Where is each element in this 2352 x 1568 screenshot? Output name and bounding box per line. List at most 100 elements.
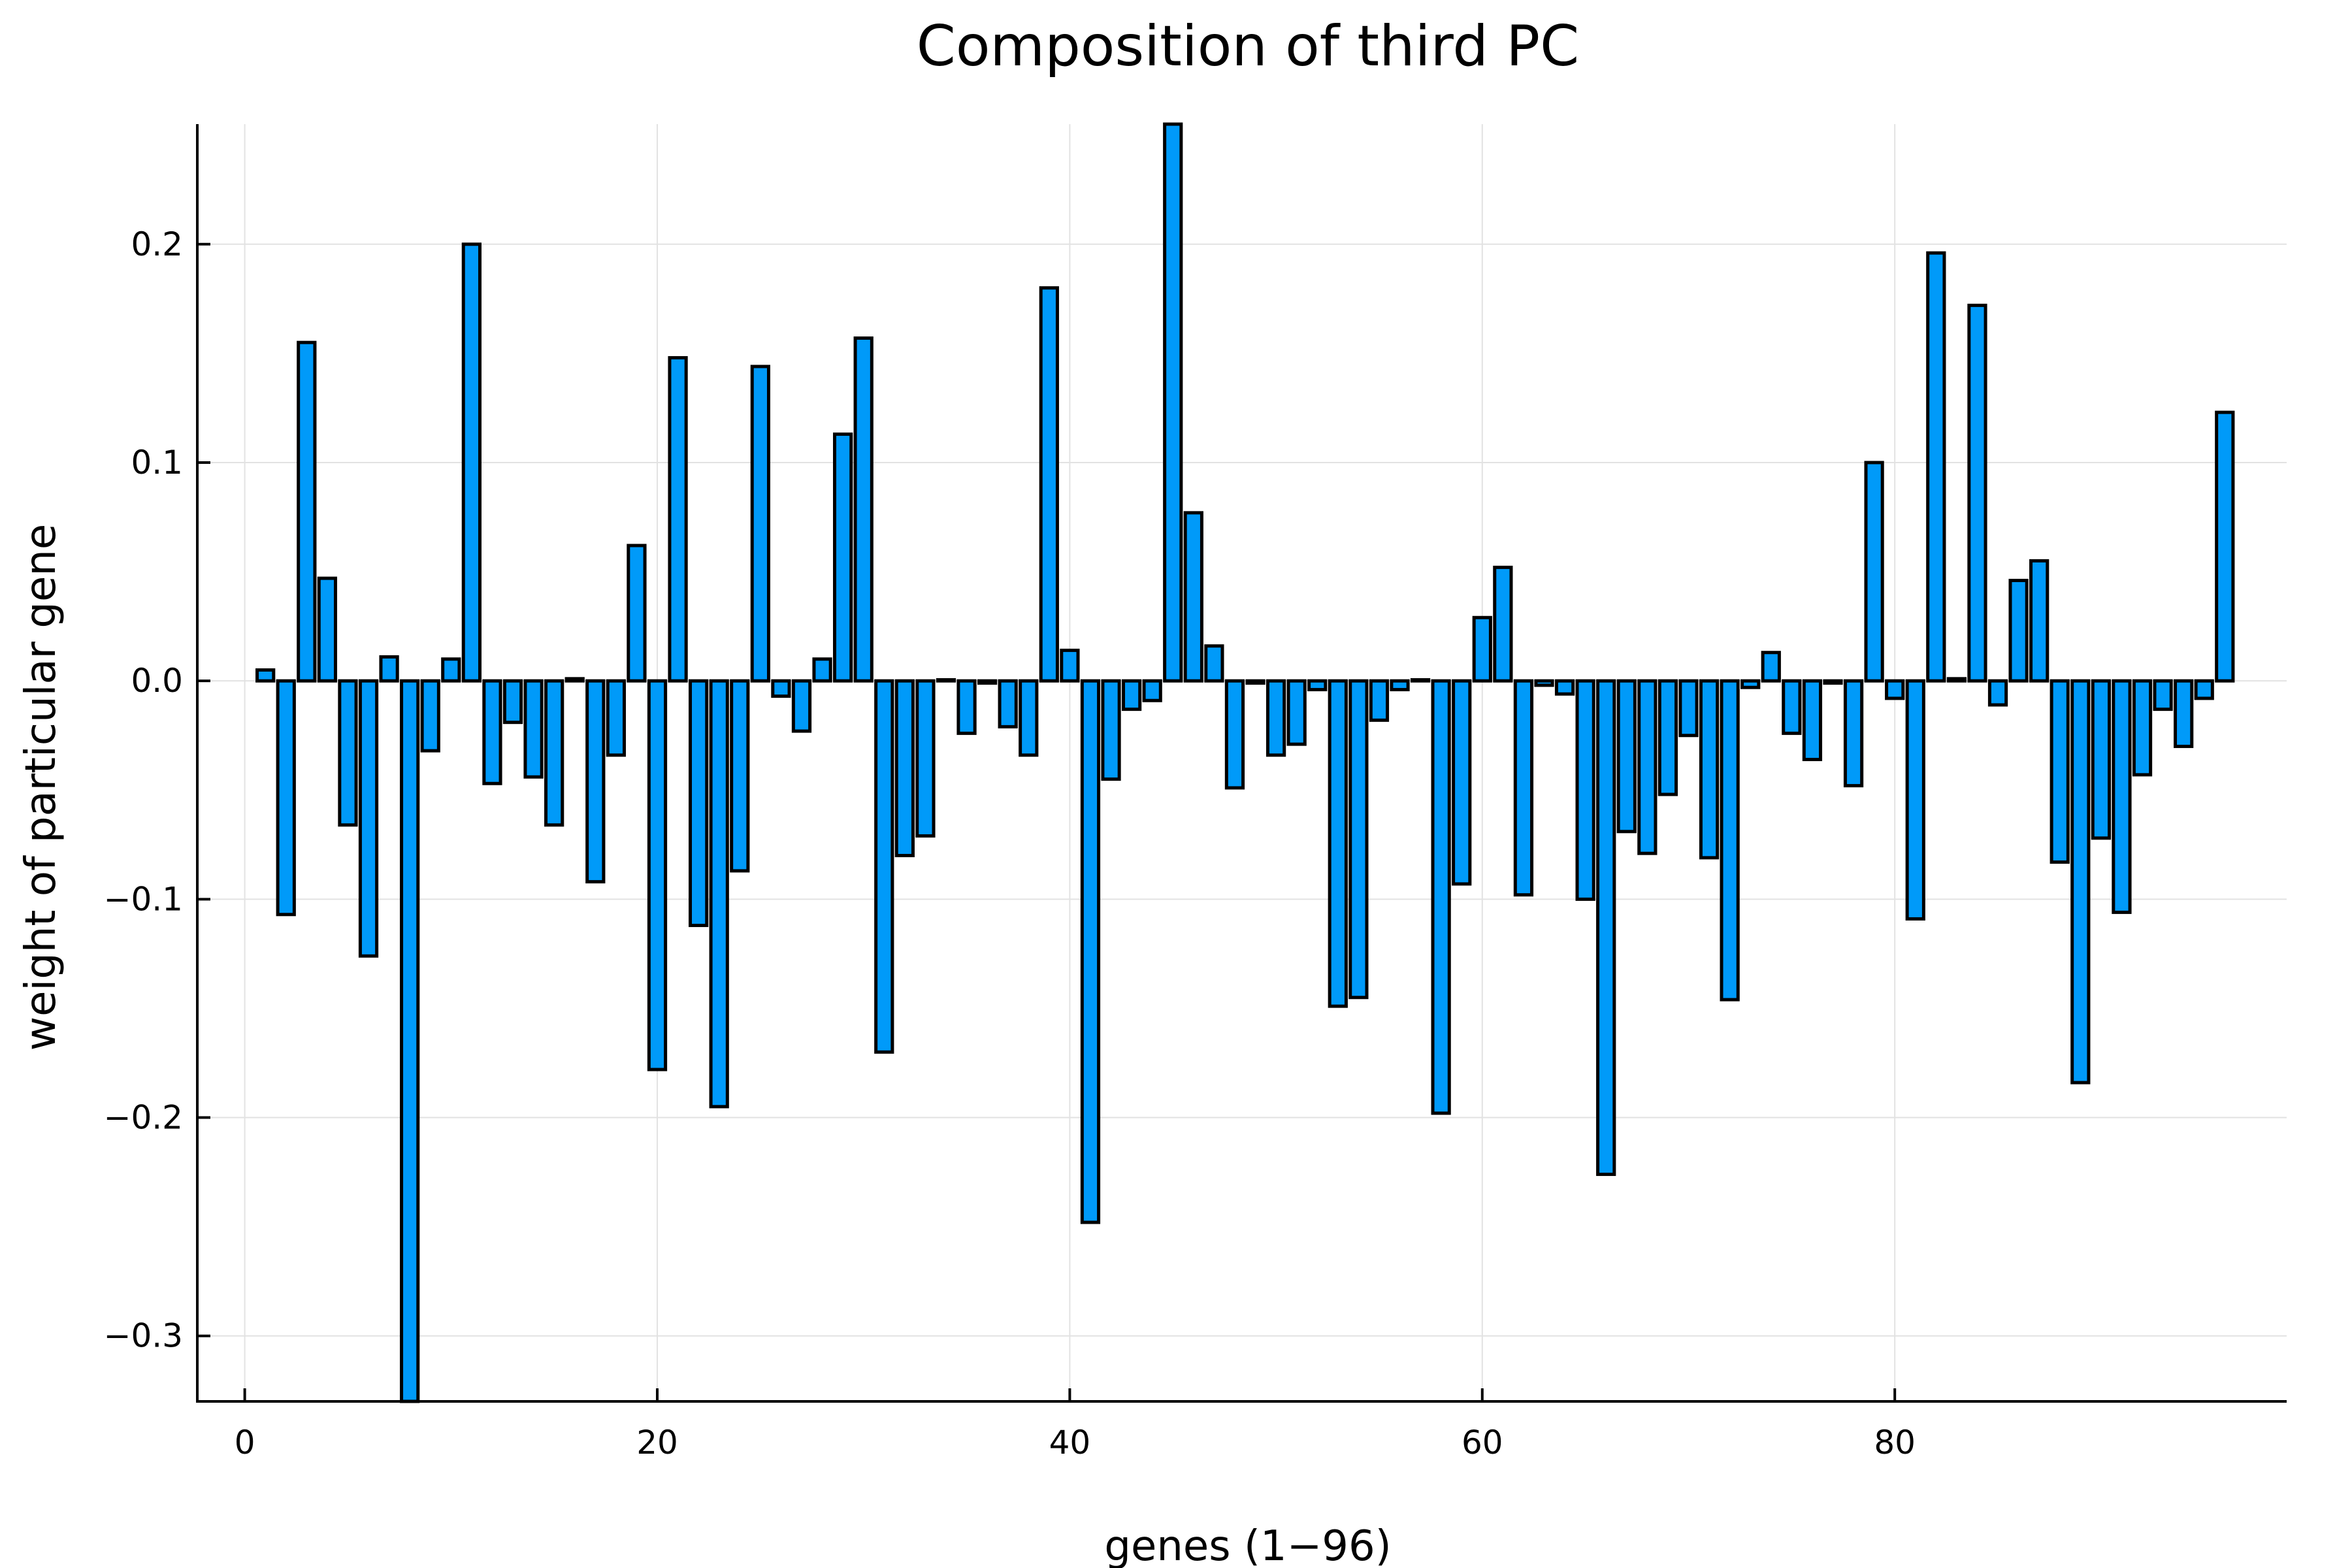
bar-gene-42 [1101, 679, 1121, 781]
bar-gene-88 [2050, 679, 2070, 864]
bar-gene-43 [1121, 679, 1142, 711]
bar-gene-68 [1637, 679, 1658, 855]
bar-gene-32 [894, 679, 915, 858]
bar-gene-31 [874, 679, 894, 1054]
bar-gene-16 [564, 677, 585, 683]
y-tick-label-0: −0.3 [104, 1317, 183, 1355]
bar-gene-26 [771, 679, 791, 698]
bar-gene-57 [1410, 678, 1431, 683]
bar-gene-49 [1245, 679, 1266, 685]
bar-gene-47 [1204, 644, 1224, 683]
bar-gene-85 [1987, 679, 2008, 707]
bar-gene-24 [730, 679, 750, 873]
bar-gene-12 [482, 679, 502, 785]
bar-gene-4 [317, 576, 338, 683]
bar-gene-61 [1493, 565, 1513, 683]
x-tick-label-1: 20 [636, 1424, 678, 1462]
bar-gene-18 [606, 679, 626, 757]
bar-gene-5 [338, 679, 358, 827]
bar-gene-52 [1307, 679, 1328, 692]
bar-gene-29 [833, 433, 853, 683]
bar-gene-80 [1885, 679, 1905, 700]
bar-gene-58 [1431, 679, 1451, 1115]
bar-gene-74 [1761, 651, 1781, 683]
bar-gene-70 [1678, 679, 1699, 738]
bar-gene-51 [1286, 679, 1307, 746]
bar-gene-92 [2132, 679, 2153, 777]
x-tick-label-3: 60 [1462, 1424, 1503, 1462]
y-tick-label-3: 0.0 [131, 662, 183, 700]
y-tick-label-5: 0.2 [131, 225, 183, 263]
bar-gene-84 [1967, 303, 1987, 683]
bar-gene-72 [1720, 679, 1740, 1002]
bar-gene-23 [709, 679, 729, 1109]
bar-gene-53 [1328, 679, 1348, 1008]
bar-gene-77 [1823, 679, 1843, 685]
bar-gene-62 [1513, 679, 1534, 897]
bar-gene-30 [853, 336, 874, 683]
bar-gene-93 [2153, 679, 2173, 711]
bar-gene-39 [1039, 286, 1059, 683]
bar-gene-11 [461, 242, 482, 683]
bar-gene-33 [915, 679, 936, 838]
bar-gene-13 [502, 679, 523, 725]
bar-gene-54 [1348, 679, 1369, 1000]
bar-gene-7 [379, 655, 399, 683]
y-tick-label-4: 0.1 [131, 444, 183, 482]
bar-gene-44 [1142, 679, 1162, 702]
bar-gene-41 [1080, 679, 1101, 1224]
bar-gene-79 [1864, 461, 1884, 683]
bar-gene-3 [297, 340, 317, 683]
bar-gene-6 [358, 679, 379, 958]
bar-gene-17 [585, 679, 606, 884]
bar-gene-35 [956, 679, 977, 735]
bar-gene-90 [2091, 679, 2112, 840]
bar-gene-75 [1782, 679, 1802, 735]
x-tick-label-4: 80 [1874, 1424, 1916, 1462]
y-axis-label: weight of particular gene [17, 524, 65, 1051]
bar-gene-95 [2194, 679, 2214, 700]
bar-gene-71 [1699, 679, 1720, 860]
y-tick-label-2: −0.1 [104, 880, 183, 918]
bar-gene-19 [627, 544, 647, 683]
bar-gene-83 [1946, 677, 1967, 683]
bar-gene-38 [1019, 679, 1039, 757]
bar-gene-34 [936, 678, 956, 683]
bar-gene-87 [2029, 559, 2050, 683]
bar-gene-65 [1575, 679, 1595, 901]
bar-gene-73 [1740, 679, 1761, 689]
bar-gene-63 [1534, 679, 1554, 687]
bar-gene-82 [1926, 251, 1946, 683]
bar-gene-60 [1472, 615, 1492, 683]
bar-gene-2 [276, 679, 296, 917]
bar-gene-48 [1224, 679, 1245, 790]
bar-gene-78 [1843, 679, 1864, 788]
bar-gene-8 [400, 679, 420, 1403]
bar-gene-14 [523, 679, 544, 779]
bar-gene-91 [2112, 679, 2132, 914]
bar-gene-76 [1802, 679, 1823, 761]
bar-gene-50 [1266, 679, 1286, 757]
bar-gene-28 [812, 657, 832, 683]
bar-gene-46 [1183, 511, 1203, 683]
x-axis-label: genes (1−96) [1104, 1522, 1391, 1568]
bar-gene-45 [1163, 122, 1183, 683]
bar-gene-15 [544, 679, 564, 827]
bar-gene-27 [791, 679, 812, 733]
bar-gene-40 [1060, 648, 1080, 683]
x-tick-label-0: 0 [235, 1424, 255, 1462]
bar-gene-96 [2215, 410, 2235, 683]
bar-gene-64 [1554, 679, 1575, 696]
bar-gene-37 [998, 679, 1018, 728]
bar-gene-25 [750, 365, 770, 683]
bar-gene-86 [2008, 578, 2029, 683]
x-tick-label-2: 40 [1049, 1424, 1091, 1462]
bar-gene-66 [1596, 679, 1616, 1176]
bar-gene-1 [255, 668, 276, 683]
bar-gene-81 [1905, 679, 1925, 921]
bar-gene-56 [1390, 679, 1410, 692]
axes-layer [196, 124, 2287, 1403]
chart-title: Composition of third PC [917, 14, 1579, 79]
ticks-layer: 0 20 40 60 80 −0.3 −0.2 −0.1 0.0 0.1 0.2 [104, 225, 1916, 1462]
